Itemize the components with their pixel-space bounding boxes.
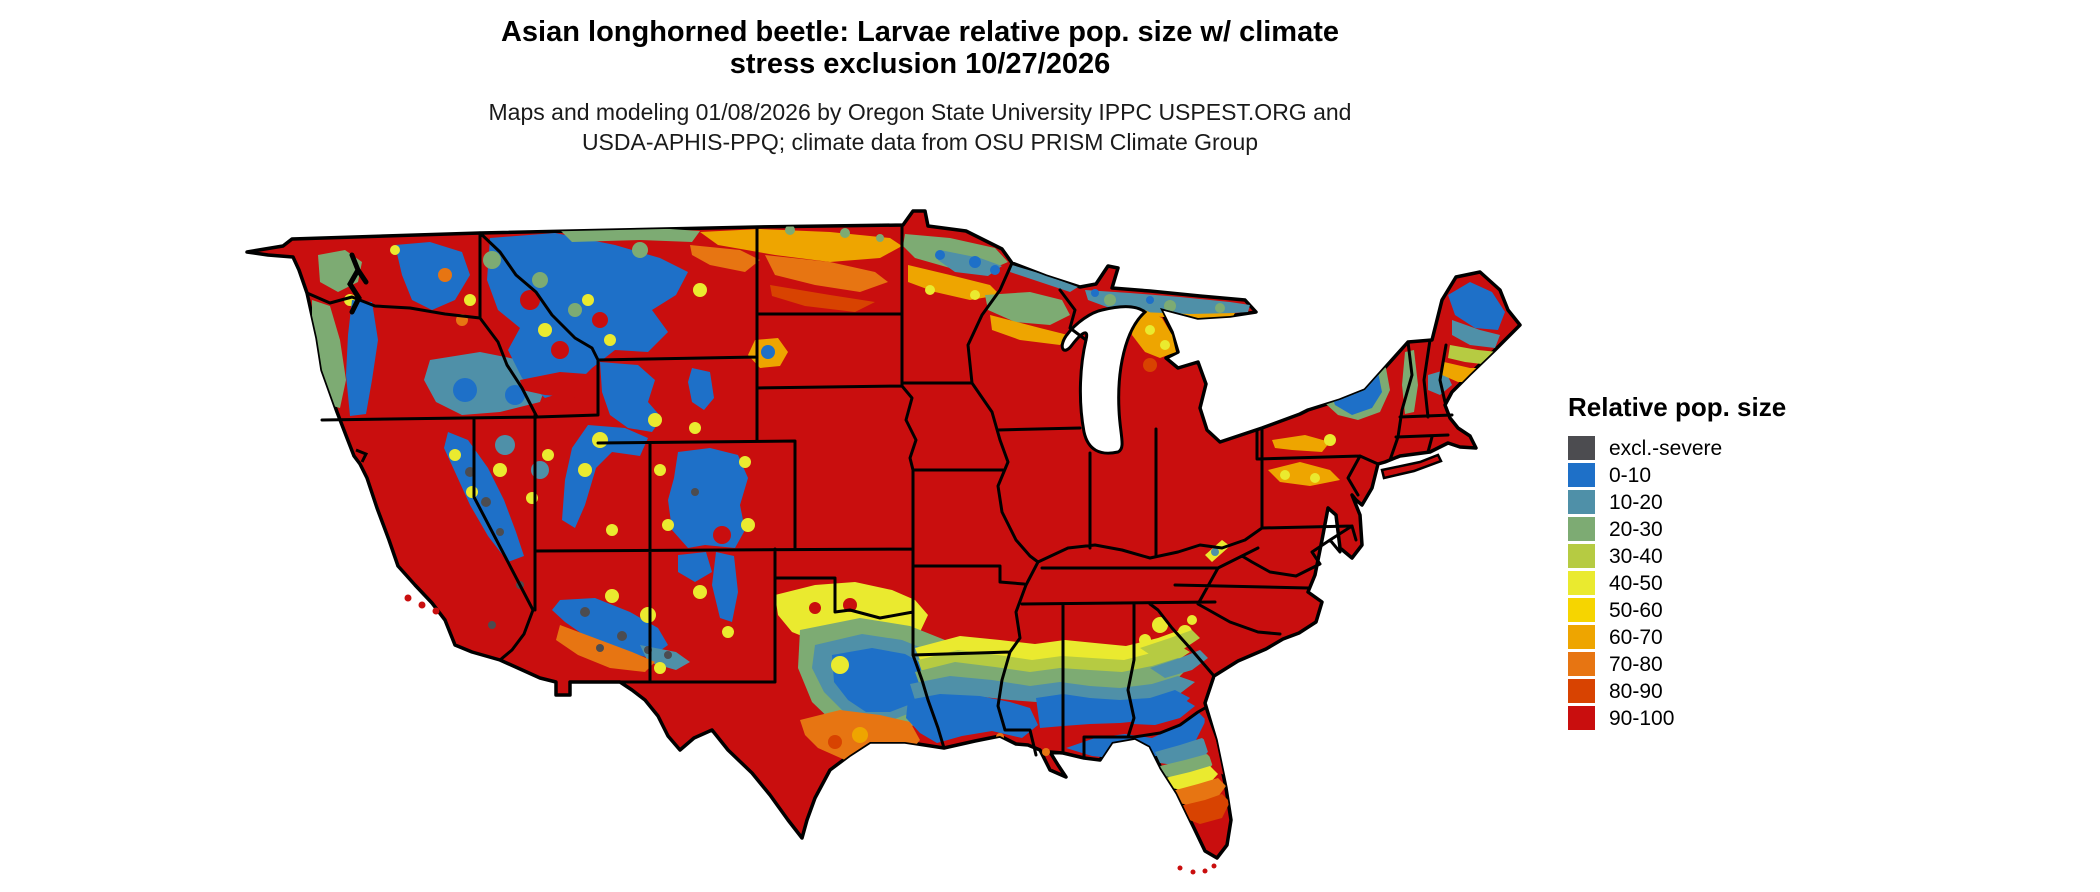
legend-label: 0-10	[1609, 463, 1652, 487]
legend-label: 20-30	[1609, 517, 1663, 541]
legend-swatch	[1568, 652, 1595, 676]
legend-label: 40-50	[1609, 571, 1663, 595]
long-island	[1380, 453, 1443, 480]
puget-sound	[347, 252, 369, 315]
legend-swatch	[1568, 625, 1595, 649]
map-subtitle-line2: USDA-APHIS-PPQ; climate data from OSU PR…	[581, 128, 1259, 155]
map-title-line1: Asian longhorned beetle: Larvae relative…	[500, 16, 1340, 48]
legend-title: Relative pop. size	[1568, 392, 1787, 422]
legend-item-10-20: 10-20	[1568, 489, 1808, 515]
florida-keys	[1177, 863, 1217, 875]
upper-midwest-patches	[903, 234, 1250, 372]
legend-swatch	[1568, 490, 1595, 514]
legend-label: 50-60	[1609, 598, 1663, 622]
utah-colorado-patches	[562, 425, 755, 548]
legend-label: 90-100	[1609, 706, 1675, 730]
legend-swatch	[1568, 571, 1595, 595]
map-header: Asian longhorned beetle: Larvae relative…	[250, 16, 1590, 156]
legend-swatch	[1568, 517, 1595, 541]
legend-rows: excl.-severe 0-10 10-20 20-30 30-40 40-50 50-6…	[1568, 435, 1808, 731]
legend-item-30-40: 30-40	[1568, 543, 1808, 569]
conus-land	[245, 209, 1522, 860]
legend-label: 30-40	[1609, 544, 1663, 568]
legend-label: 80-90	[1609, 679, 1663, 703]
legend-label: 10-20	[1609, 490, 1663, 514]
northern-tier-patches	[560, 225, 902, 368]
legend-item-20-30: 20-30	[1568, 516, 1808, 542]
arizona-newmexico-patches	[552, 552, 738, 674]
map-title-line2: stress exclusion 10/27/2026	[729, 48, 1111, 81]
water-features	[347, 252, 369, 463]
legend-label: 70-80	[1609, 652, 1663, 676]
channel-islands	[404, 594, 440, 615]
legend-item-60-70: 60-70	[1568, 624, 1808, 650]
map-subtitle-line1: Maps and modeling 01/08/2026 by Oregon S…	[488, 98, 1352, 125]
legend-item-80-90: 80-90	[1568, 678, 1808, 704]
legend-item-50-60: 50-60	[1568, 597, 1808, 623]
legend-swatch	[1568, 706, 1595, 730]
northern-rockies-patches	[483, 233, 714, 434]
gulf-coast-band-patches	[906, 615, 1208, 756]
legend-swatch	[1568, 436, 1595, 460]
legend-swatch	[1568, 598, 1595, 622]
legend-swatch	[1568, 544, 1595, 568]
state-borders	[305, 224, 1454, 759]
lake-michigan	[1060, 305, 1148, 455]
legend-item-excl.-severe: excl.-severe	[1568, 435, 1808, 461]
legend-item-70-80: 70-80	[1568, 651, 1808, 677]
legend-label: 60-70	[1609, 625, 1663, 649]
legend-item-40-50: 40-50	[1568, 570, 1808, 596]
population-raster-patches	[312, 225, 1505, 824]
legend-item-0-10: 0-10	[1568, 462, 1808, 488]
legend-swatch	[1568, 679, 1595, 703]
legend-item-90-100: 90-100	[1568, 705, 1808, 731]
san-francisco-bay	[355, 448, 369, 463]
legend-swatch	[1568, 463, 1595, 487]
legend-label: excl.-severe	[1609, 436, 1723, 460]
florida-patches	[1066, 700, 1230, 824]
legend: Relative pop. size excl.-severe 0-10 10-20…	[1568, 392, 1808, 732]
